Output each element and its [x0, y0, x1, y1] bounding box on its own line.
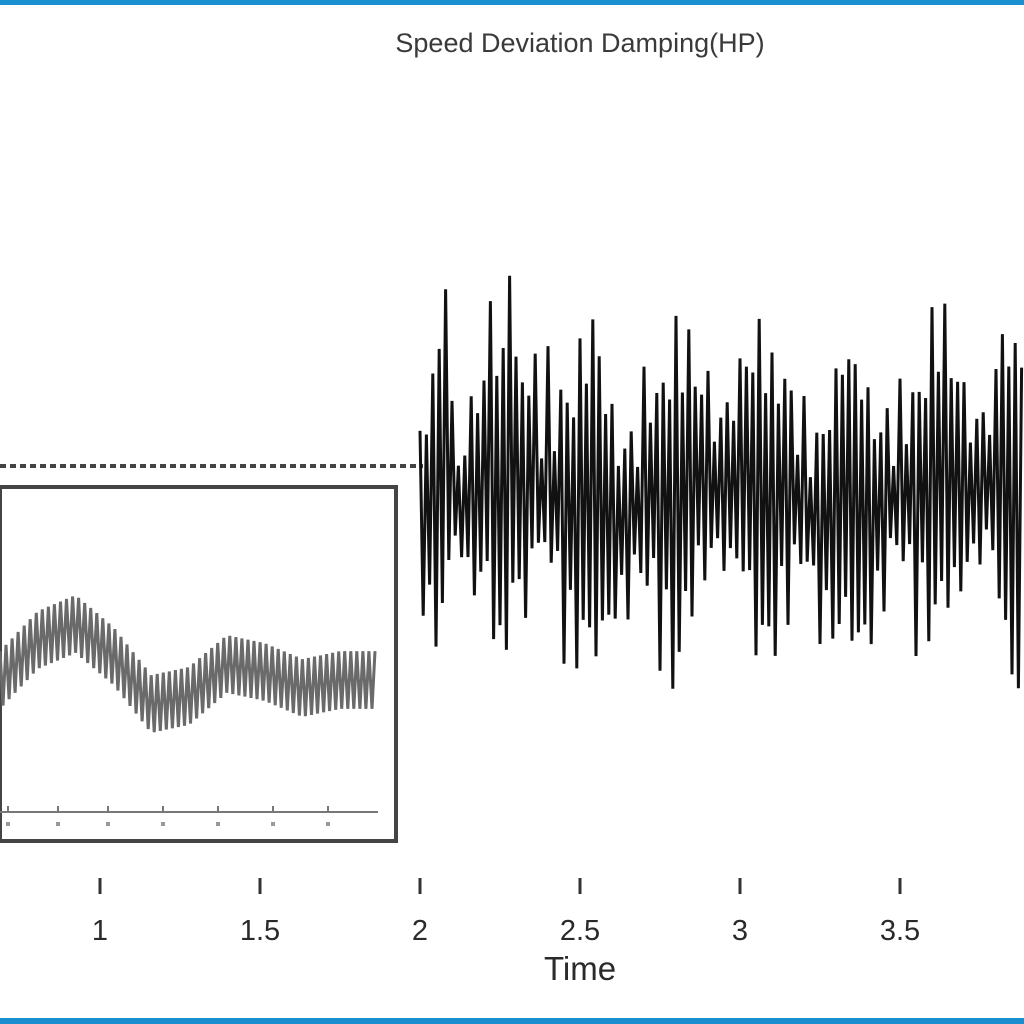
x-axis: 1 1.5 2 2.5 3 3.5	[92, 878, 920, 947]
main-signal-series	[418, 275, 1024, 689]
inset-box	[0, 485, 398, 843]
inset-signal-series	[0, 596, 377, 733]
main-signal-line	[418, 275, 1024, 689]
x-tick-label: 2.5	[560, 915, 600, 947]
top-border	[0, 0, 1024, 5]
inset-tick-label	[106, 822, 110, 826]
inset-signal-line	[0, 596, 377, 733]
inset-tick-label	[271, 822, 275, 826]
inset-tick-label	[161, 822, 165, 826]
x-tick-label: 1	[92, 915, 108, 947]
x-tick-label: 3.5	[880, 915, 920, 947]
x-axis-label: Time	[544, 950, 616, 987]
inset-tick-label	[216, 822, 220, 826]
x-tick-label: 2	[412, 915, 428, 947]
inset-ticks	[6, 806, 330, 826]
bottom-border	[0, 1018, 1024, 1024]
inset-tick-label	[326, 822, 330, 826]
chart-title: Speed Deviation Damping(HP)	[395, 28, 764, 58]
inset-tick-label	[6, 822, 10, 826]
x-tick-label: 3	[732, 915, 748, 947]
inset-tick-label	[56, 822, 60, 826]
x-tick-label: 1.5	[240, 915, 280, 947]
